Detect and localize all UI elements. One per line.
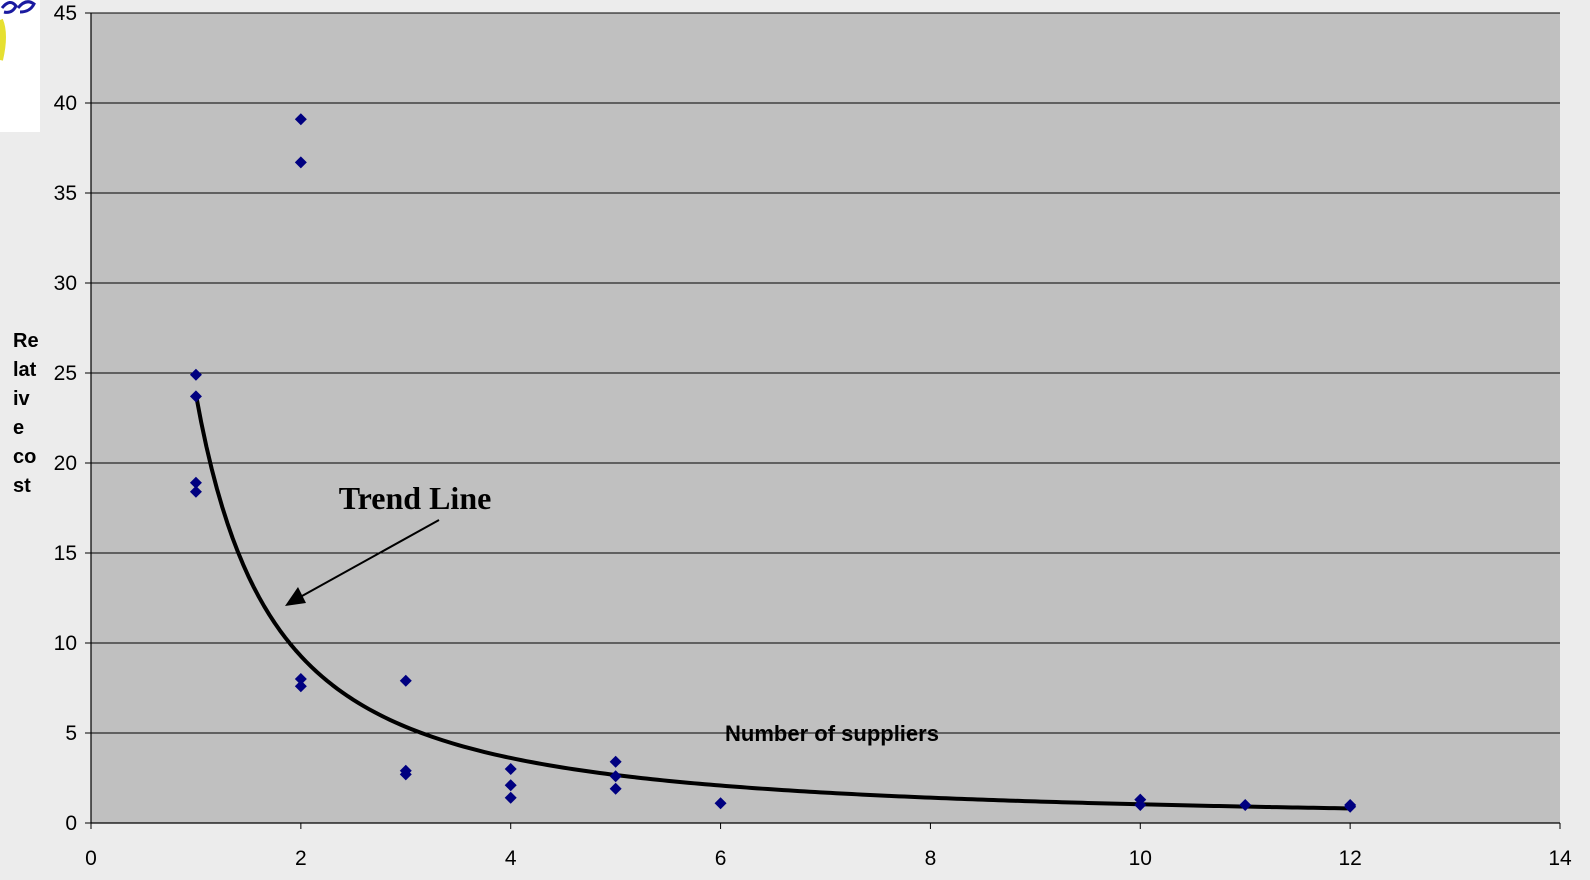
data-point <box>189 390 202 403</box>
annotation-group: Trend Line <box>285 480 491 606</box>
data-point <box>714 797 727 810</box>
y-axis-label-line: lat <box>13 359 37 381</box>
logo-fragment <box>0 0 40 132</box>
x-tick-label: 14 <box>1548 847 1572 870</box>
data-point <box>294 113 307 126</box>
plot-background <box>91 13 1560 823</box>
x-tick-label: 4 <box>505 847 517 870</box>
data-point <box>609 755 622 768</box>
y-tick-label: 45 <box>54 2 77 25</box>
y-tick-label: 40 <box>54 92 77 115</box>
x-tick-label: 8 <box>925 847 937 870</box>
trend-line <box>193 394 1351 811</box>
data-point <box>504 763 517 775</box>
data-points <box>189 113 1357 813</box>
x-tick-label: 0 <box>85 847 97 870</box>
logo-stroke-3 <box>0 18 6 61</box>
data-point <box>294 156 307 169</box>
x-axis-label: Number of suppliers <box>725 721 939 746</box>
y-tick-label: 5 <box>65 722 77 745</box>
data-point <box>1344 800 1357 813</box>
data-point <box>504 791 517 804</box>
logo-mark <box>0 0 36 61</box>
data-point <box>609 770 622 783</box>
y-tick-label: 10 <box>54 632 77 655</box>
x-tick-label: 6 <box>715 847 727 870</box>
x-tick-label: 12 <box>1338 847 1361 870</box>
plot-area <box>91 13 1560 823</box>
trend-line-arrow-shaft <box>301 519 440 597</box>
trend-line-arrow-head <box>285 587 306 606</box>
y-tick-label: 15 <box>54 542 77 565</box>
logo-stroke-1 <box>0 1 18 14</box>
data-point <box>189 476 202 489</box>
y-tick-label: 0 <box>65 812 77 835</box>
tick-labels: 0 5 10 15 20 25 30 35 40 45 0 2 4 6 8 10 12 14 <box>54 2 1572 870</box>
y-axis-label: Re lat iv e co st <box>13 327 47 501</box>
y-tick-label: 35 <box>54 182 77 205</box>
x-tick-label: 10 <box>1129 847 1152 870</box>
y-axis-label-line: st <box>13 475 31 497</box>
y-tick-label: 20 <box>54 452 77 475</box>
data-point <box>294 673 307 685</box>
y-axis-label-line: e <box>13 417 25 439</box>
y-axis-label-line: co <box>13 446 37 468</box>
trend-line-group <box>193 394 1351 811</box>
data-point <box>504 779 517 792</box>
data-point <box>399 768 412 781</box>
data-point <box>1239 799 1252 811</box>
data-point <box>1134 799 1147 811</box>
axes <box>90 13 1560 824</box>
y-tick-label: 25 <box>54 362 77 385</box>
data-point <box>399 674 412 687</box>
y-tick-label: 30 <box>54 272 77 295</box>
y-axis-label-line: Re <box>13 330 39 352</box>
trend-line-label: Trend Line <box>339 480 492 516</box>
data-point <box>189 368 202 381</box>
gridlines <box>91 12 1560 824</box>
logo-stroke-2 <box>16 0 36 14</box>
data-point <box>609 782 622 795</box>
y-axis-label-line: iv <box>13 388 30 410</box>
data-point <box>294 680 307 693</box>
x-tick-label: 2 <box>295 847 307 870</box>
data-point <box>189 485 202 498</box>
